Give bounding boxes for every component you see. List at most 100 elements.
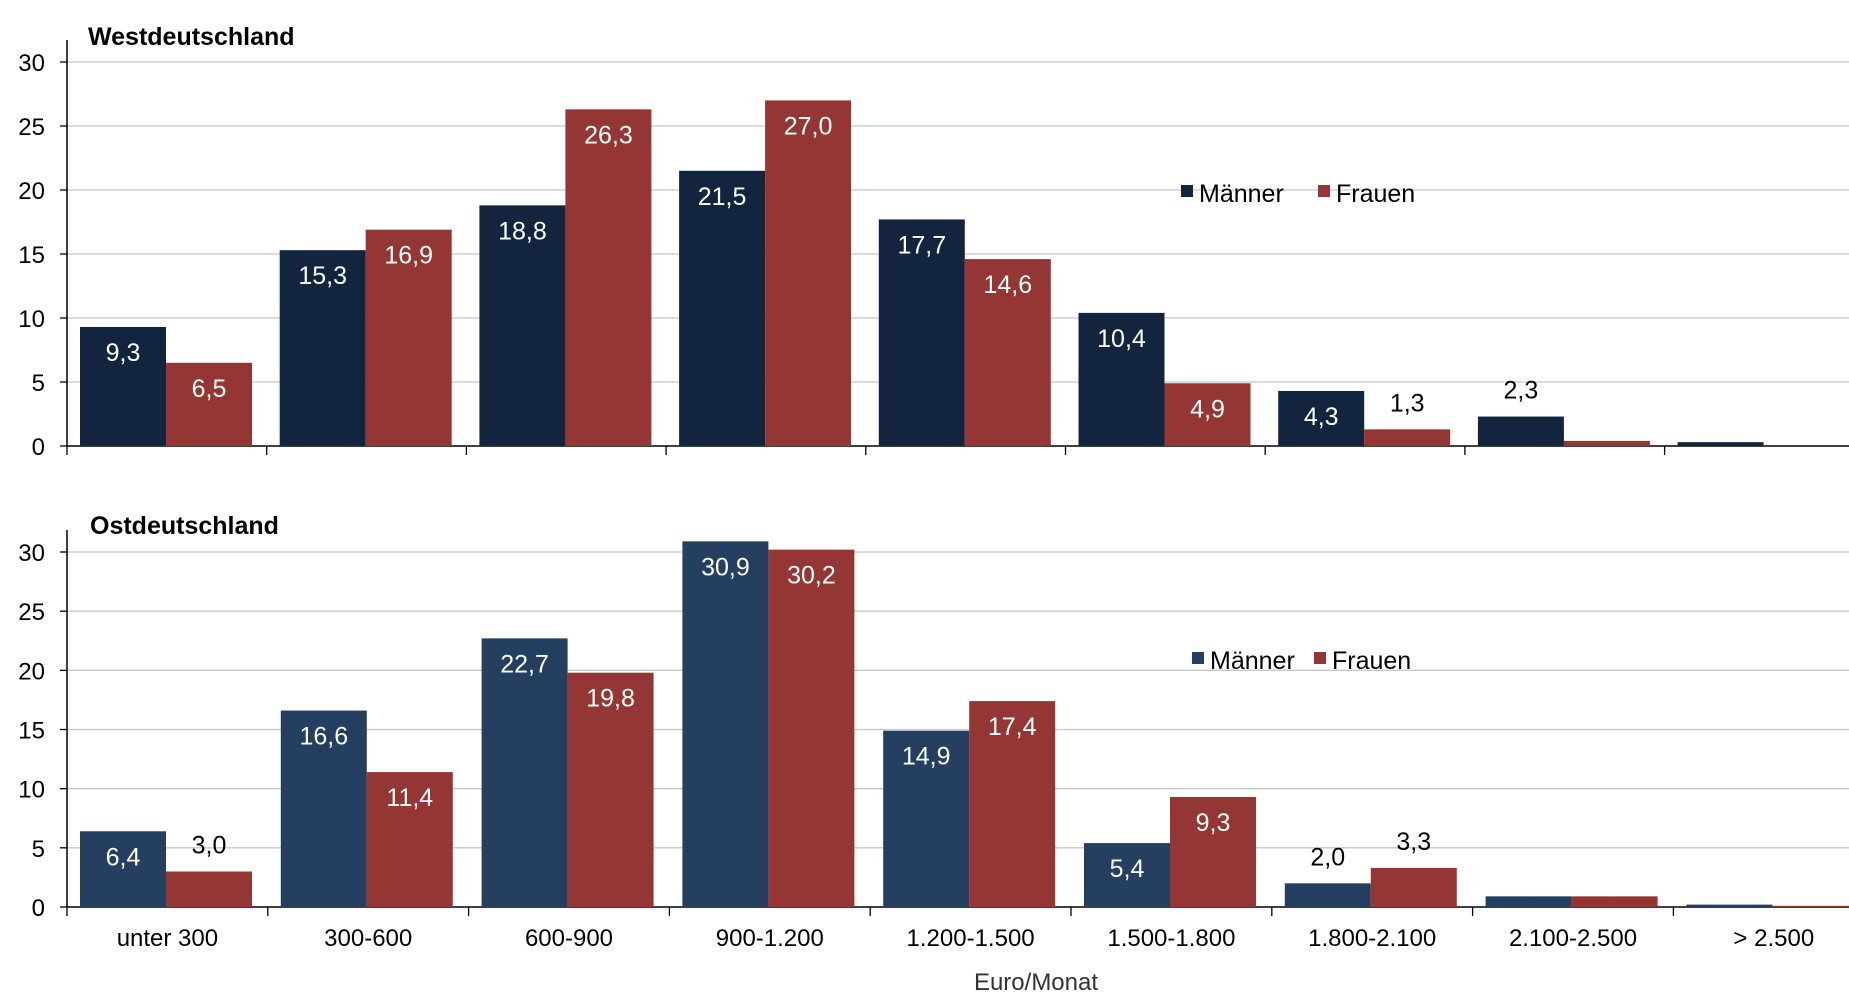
- bar-mnner-6: [1278, 390, 1365, 446]
- y-tick-label: 30: [18, 50, 45, 77]
- bar-mnner-0: [80, 831, 166, 907]
- data-label: 30,2: [787, 562, 836, 590]
- legend-swatch-maenner: [1192, 652, 1204, 664]
- data-label: 22,7: [500, 650, 549, 678]
- bar-frauen-3: [765, 100, 852, 447]
- bar-mnner-4: [878, 219, 965, 446]
- bar-frauen-3: [768, 549, 855, 907]
- bar-mnner-7: [1477, 416, 1564, 446]
- x-category-label: 900-1.200: [716, 925, 824, 952]
- bar-frauen-1: [365, 229, 452, 446]
- bar-frauen-8: [1772, 905, 1849, 907]
- data-label: 17,7: [897, 231, 946, 259]
- data-label: 14,6: [983, 271, 1032, 299]
- data-label: 27,0: [784, 112, 833, 140]
- data-label: 6,5: [192, 375, 227, 403]
- data-label: 4,3: [1304, 403, 1339, 431]
- x-category-label: 1.200-1.500: [907, 925, 1035, 952]
- bar-frauen-2: [565, 109, 652, 447]
- bar-frauen-0: [166, 871, 252, 907]
- x-category-label: > 2.500: [1733, 925, 1814, 952]
- y-tick-label: 5: [32, 370, 45, 397]
- bar-frauen-6: [1364, 429, 1451, 446]
- bar-frauen-6: [1370, 867, 1457, 907]
- bar-mnner-2: [481, 638, 568, 907]
- data-label: 9,3: [106, 339, 141, 367]
- bar-mnner-0: [80, 326, 166, 446]
- x-category-label: 2.100-2.500: [1509, 925, 1637, 952]
- data-label: 21,5: [698, 183, 747, 211]
- bar-mnner-5: [1078, 312, 1165, 446]
- data-label: 2,3: [1504, 377, 1539, 405]
- x-category-label: 1.800-2.100: [1308, 925, 1436, 952]
- data-label: 16,9: [384, 242, 433, 270]
- legend-swatch-frauen: [1314, 652, 1326, 664]
- y-tick-label: 10: [18, 306, 45, 333]
- bar-mnner-6: [1284, 883, 1371, 907]
- x-category-label: 300-600: [324, 925, 412, 952]
- data-label: 2,0: [1310, 843, 1345, 871]
- data-label: 0,1: [1798, 871, 1833, 899]
- bar-frauen-5: [1170, 796, 1256, 907]
- legend-label-maenner: Männer: [1210, 647, 1295, 675]
- y-tick-label: 15: [18, 242, 45, 269]
- x-category-label: 600-900: [525, 925, 613, 952]
- data-label: 26,3: [584, 121, 633, 149]
- bar-mnner-3: [682, 541, 769, 907]
- bar-frauen-7: [1563, 440, 1650, 446]
- data-label: 18,8: [498, 217, 547, 245]
- data-label: 0,9: [1511, 871, 1546, 899]
- data-label: 30,9: [701, 553, 750, 581]
- y-tick-label: 25: [18, 114, 45, 141]
- bar-frauen-2: [567, 672, 654, 907]
- legend-swatch-maenner: [1181, 185, 1193, 197]
- data-label: 0,2: [1712, 871, 1747, 899]
- bar-mnner-8: [1677, 442, 1764, 446]
- y-tick-label: 0: [32, 434, 45, 461]
- data-label: 0,9: [1597, 871, 1632, 899]
- bar-mnner-1: [280, 710, 367, 907]
- y-tick-label: 10: [18, 777, 45, 804]
- data-label: 5,4: [1110, 855, 1145, 883]
- y-tick-label: 0: [32, 895, 45, 922]
- data-label: 4,9: [1190, 395, 1225, 423]
- data-label: 0,0: [1789, 466, 1824, 494]
- x-axis-title: Euro/Monat: [974, 969, 1098, 993]
- data-label: 15,3: [298, 262, 347, 290]
- data-label: 1,3: [1390, 389, 1425, 417]
- legend-label-frauen: Frauen: [1336, 180, 1415, 208]
- bar-frauen-7: [1571, 896, 1658, 907]
- legend-swatch-frauen: [1318, 185, 1330, 197]
- data-label: 19,8: [586, 685, 635, 713]
- y-tick-label: 25: [18, 599, 45, 626]
- panel-title: Ostdeutschland: [90, 512, 279, 540]
- data-label: 6,4: [106, 843, 141, 871]
- x-category-label: unter 300: [117, 925, 218, 952]
- bar-frauen-4: [964, 259, 1051, 446]
- bar-mnner-2: [479, 205, 566, 446]
- bar-mnner-4: [883, 730, 970, 907]
- legend-label-maenner: Männer: [1199, 180, 1284, 208]
- data-label: 3,3: [1396, 828, 1431, 856]
- legend-label-frauen: Frauen: [1332, 647, 1411, 675]
- bar-mnner-3: [679, 170, 766, 447]
- data-label: 10,4: [1097, 325, 1146, 353]
- data-label: 9,3: [1196, 809, 1231, 837]
- data-label: 11,4: [386, 784, 433, 812]
- bar-frauen-0: [166, 362, 252, 446]
- bar-frauen-1: [366, 772, 453, 907]
- data-label: 14,9: [902, 743, 951, 771]
- y-tick-label: 20: [18, 178, 45, 205]
- data-label: 17,4: [988, 713, 1037, 741]
- bar-frauen-4: [969, 701, 1056, 907]
- data-label: 3,0: [192, 832, 227, 860]
- bar-mnner-1: [279, 250, 366, 446]
- panel-title: Westdeutschland: [88, 23, 295, 51]
- bar-mnner-5: [1084, 843, 1170, 907]
- y-tick-label: 30: [18, 540, 45, 567]
- y-tick-label: 5: [32, 836, 45, 863]
- bar-mnner-7: [1485, 896, 1572, 907]
- data-label: 0,4: [1590, 466, 1625, 494]
